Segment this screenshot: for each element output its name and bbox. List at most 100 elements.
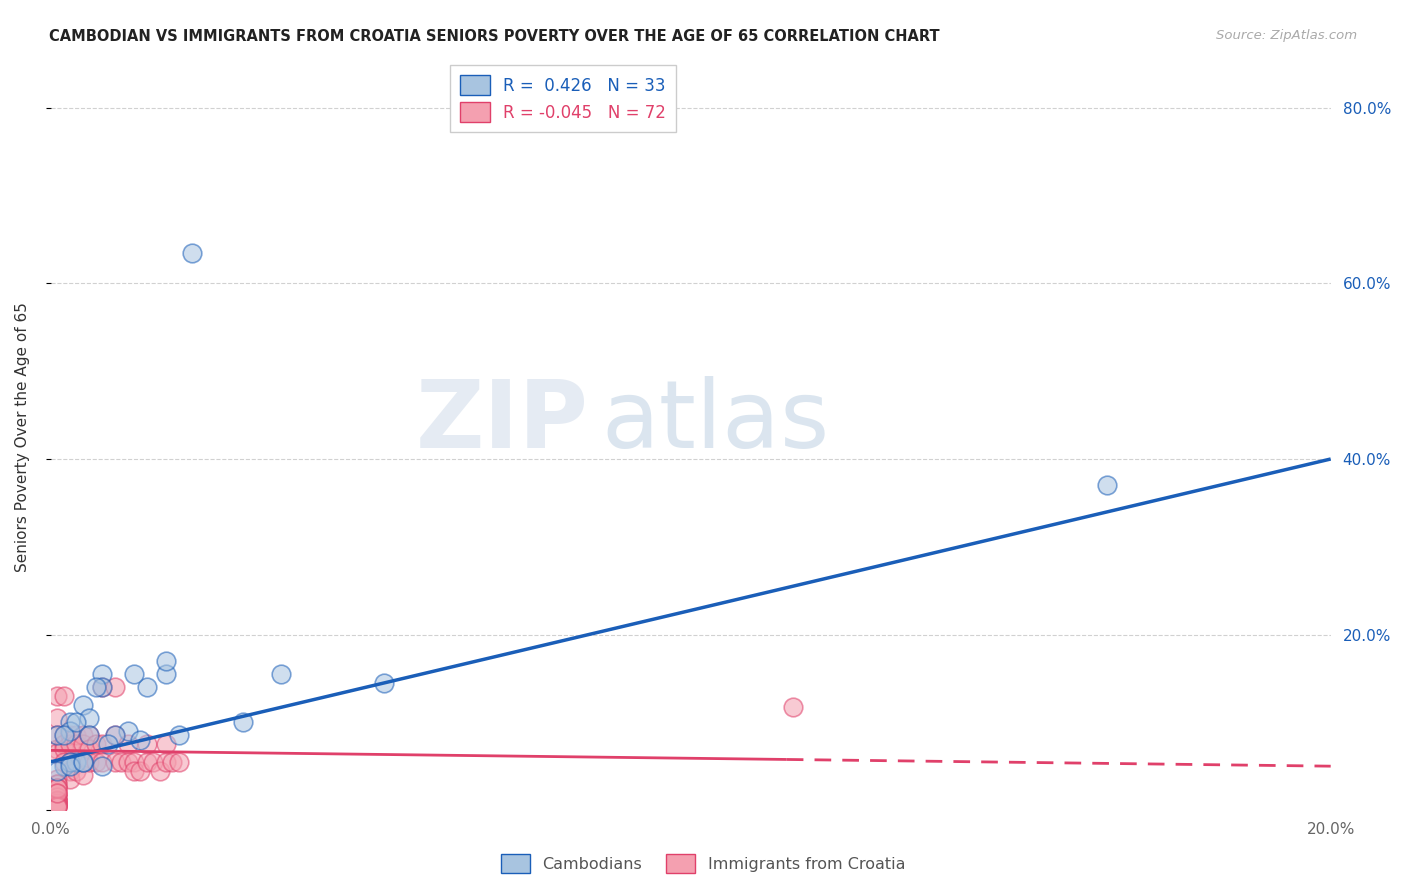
- Point: [46, 729, 69, 743]
- Point: [46, 785, 69, 799]
- Point: [155, 737, 177, 751]
- Point: [46, 777, 69, 791]
- Point: [135, 755, 157, 769]
- Point: [46, 781, 69, 796]
- Point: [46, 800, 69, 814]
- Point: [232, 715, 254, 730]
- Point: [129, 732, 152, 747]
- Point: [72, 768, 94, 782]
- Point: [91, 755, 114, 769]
- Point: [129, 764, 152, 778]
- Point: [77, 711, 100, 725]
- Point: [84, 737, 107, 751]
- Point: [52, 737, 75, 751]
- Point: [167, 755, 190, 769]
- Point: [91, 759, 114, 773]
- Point: [65, 715, 87, 730]
- Point: [46, 794, 69, 808]
- Point: [155, 654, 177, 668]
- Point: [1095, 478, 1118, 492]
- Point: [46, 764, 69, 778]
- Point: [46, 785, 69, 799]
- Point: [46, 800, 69, 814]
- Point: [135, 737, 157, 751]
- Point: [59, 755, 82, 769]
- Point: [155, 667, 177, 681]
- Point: [52, 689, 75, 703]
- Point: [46, 781, 69, 796]
- Point: [72, 755, 94, 769]
- Point: [167, 729, 190, 743]
- Point: [135, 680, 157, 694]
- Text: atlas: atlas: [602, 376, 830, 468]
- Point: [97, 737, 120, 751]
- Point: [110, 755, 132, 769]
- Point: [104, 755, 127, 769]
- Point: [46, 781, 69, 796]
- Point: [117, 755, 139, 769]
- Point: [104, 680, 127, 694]
- Point: [46, 729, 69, 743]
- Point: [46, 792, 69, 806]
- Point: [782, 700, 804, 714]
- Point: [59, 759, 82, 773]
- Point: [46, 798, 69, 813]
- Point: [270, 667, 292, 681]
- Point: [84, 755, 107, 769]
- Point: [104, 729, 127, 743]
- Point: [52, 759, 75, 773]
- Point: [46, 789, 69, 804]
- Point: [46, 796, 69, 810]
- Point: [162, 755, 184, 769]
- Point: [117, 724, 139, 739]
- Point: [117, 737, 139, 751]
- Point: [91, 680, 114, 694]
- Point: [52, 755, 75, 769]
- Point: [84, 680, 107, 694]
- Point: [59, 724, 82, 739]
- Point: [59, 772, 82, 787]
- Legend: Cambodians, Immigrants from Croatia: Cambodians, Immigrants from Croatia: [495, 847, 911, 880]
- Point: [46, 777, 69, 791]
- Y-axis label: Seniors Poverty Over the Age of 65: Seniors Poverty Over the Age of 65: [15, 302, 30, 572]
- Point: [46, 772, 69, 787]
- Point: [65, 764, 87, 778]
- Point: [46, 797, 69, 812]
- Point: [72, 755, 94, 769]
- Point: [46, 798, 69, 813]
- Point: [122, 667, 145, 681]
- Point: [149, 764, 172, 778]
- Point: [122, 764, 145, 778]
- Point: [46, 789, 69, 804]
- Point: [46, 787, 69, 801]
- Point: [59, 737, 82, 751]
- Point: [46, 711, 69, 725]
- Point: [65, 755, 87, 769]
- Point: [77, 729, 100, 743]
- Point: [59, 715, 82, 730]
- Text: Source: ZipAtlas.com: Source: ZipAtlas.com: [1216, 29, 1357, 42]
- Point: [52, 741, 75, 756]
- Point: [52, 729, 75, 743]
- Point: [91, 667, 114, 681]
- Legend: R =  0.426   N = 33, R = -0.045   N = 72: R = 0.426 N = 33, R = -0.045 N = 72: [450, 65, 676, 132]
- Point: [155, 755, 177, 769]
- Point: [59, 764, 82, 778]
- Point: [46, 797, 69, 812]
- Text: ZIP: ZIP: [416, 376, 588, 468]
- Point: [46, 785, 69, 799]
- Point: [72, 698, 94, 712]
- Point: [46, 792, 69, 806]
- Point: [72, 755, 94, 769]
- Point: [122, 755, 145, 769]
- Point: [180, 245, 202, 260]
- Point: [46, 741, 69, 756]
- Point: [77, 729, 100, 743]
- Point: [46, 796, 69, 810]
- Point: [65, 737, 87, 751]
- Point: [59, 755, 82, 769]
- Point: [46, 746, 69, 760]
- Point: [72, 729, 94, 743]
- Point: [59, 729, 82, 743]
- Point: [46, 794, 69, 808]
